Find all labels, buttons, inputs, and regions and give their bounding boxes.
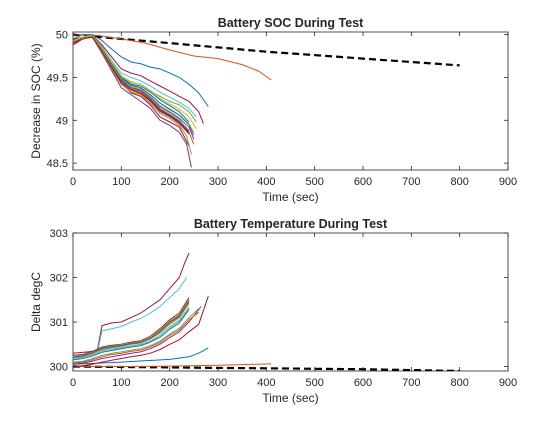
- temp-xtick-label: 0: [70, 377, 76, 389]
- temp-y-axis-label: Delta degC: [29, 272, 43, 332]
- temp-series-line-8: [73, 297, 190, 356]
- soc-ytick-label: 49.5: [47, 72, 68, 84]
- soc-series-line-2: [73, 34, 209, 107]
- temp-ytick-label: 301: [50, 317, 68, 329]
- temp-xtick-label: 700: [402, 377, 420, 389]
- soc-series-line-1: [73, 34, 272, 81]
- soc-axes-box: [72, 31, 509, 171]
- temp-series-line-16: [73, 296, 209, 367]
- temp-series-line-1: [73, 363, 272, 367]
- soc-xtick-label: 700: [402, 176, 420, 188]
- temp-axes-box: [72, 232, 509, 372]
- temp-xtick-label: 900: [499, 377, 517, 389]
- soc-plot: 0 100 200 300 400 500 600 700 800 900 48.5 49 49.5 50…: [29, 16, 517, 204]
- soc-xtick-label: 600: [354, 176, 372, 188]
- temp-xtick-label: 800: [450, 377, 468, 389]
- temp-ytick-label: 302: [50, 273, 68, 285]
- temp-xtick-label: 400: [257, 377, 275, 389]
- temp-plot: 0 100 200 300 400 500 600 700 800 900 300 301 302 303…: [29, 217, 517, 405]
- temp-series-line-2: [73, 347, 209, 365]
- soc-xtick-label: 200: [160, 176, 178, 188]
- soc-ytick-label: 50: [56, 30, 68, 42]
- soc-chart-title: Battery SOC During Test: [218, 16, 364, 30]
- temp-xtick-label: 100: [112, 377, 130, 389]
- soc-x-axis-label: Time (sec): [262, 190, 318, 204]
- temp-ytick-label: 303: [50, 228, 68, 240]
- temp-series-line-14: [73, 306, 202, 365]
- soc-xtick-label: 800: [450, 176, 468, 188]
- soc-xtick-label: 300: [209, 176, 227, 188]
- soc-xtick-label: 500: [305, 176, 323, 188]
- soc-xtick-label: 400: [257, 176, 275, 188]
- temp-ytick-label: 300: [50, 362, 68, 374]
- soc-ytick-label: 49: [56, 115, 68, 127]
- temp-xtick-label: 300: [209, 377, 227, 389]
- temp-series-line-15: [73, 300, 190, 358]
- temp-xtick-label: 200: [160, 377, 178, 389]
- temp-xtick-label: 500: [305, 377, 323, 389]
- temp-series-line-4: [73, 277, 188, 356]
- soc-series-line-18: [73, 35, 190, 128]
- soc-series-line-19: [73, 36, 190, 134]
- temp-x-axis-label: Time (sec): [262, 391, 318, 405]
- temp-xtick-label: 600: [354, 377, 372, 389]
- soc-series-line-14: [73, 34, 197, 130]
- temp-series-line-9: [73, 309, 190, 361]
- soc-xtick-label: 0: [70, 176, 76, 188]
- temp-series-line-3: [73, 252, 190, 354]
- soc-xtick-label: 100: [112, 176, 130, 188]
- soc-series-group: [73, 33, 460, 168]
- temp-series-line-17: [73, 311, 200, 364]
- temp-series-line-13: [73, 308, 200, 363]
- soc-reference-line: [73, 33, 460, 67]
- temp-chart-title: Battery Temperature During Test: [194, 217, 388, 231]
- soc-y-axis-label: Decrease in SOC (%): [29, 43, 43, 158]
- soc-series-line-12: [73, 34, 204, 124]
- soc-xtick-label: 900: [499, 176, 517, 188]
- temp-series-line-11: [73, 307, 190, 359]
- soc-ytick-label: 48.5: [47, 158, 68, 170]
